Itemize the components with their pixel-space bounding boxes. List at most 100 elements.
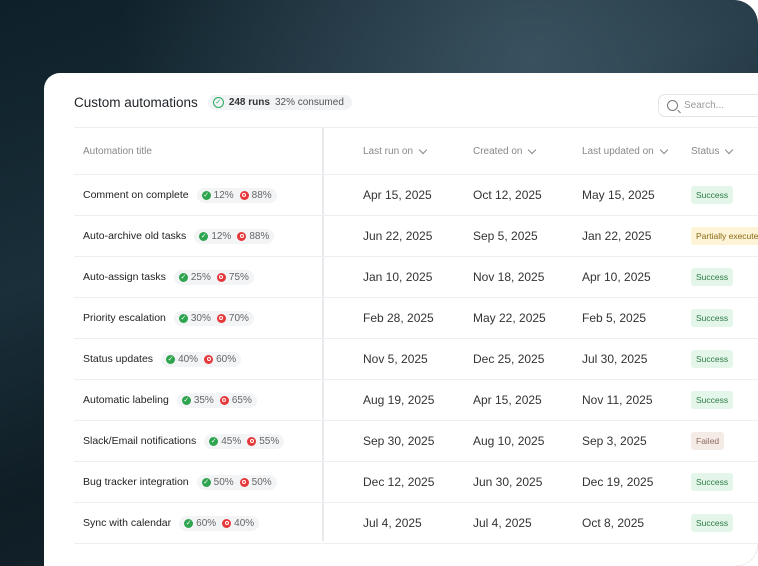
status-badge: Success — [691, 350, 734, 368]
column-header-last-run-label: Last run on — [363, 145, 414, 157]
failure-target-icon — [219, 395, 229, 405]
automation-title-cell: Auto-archive old tasks ✓ 12% 88% — [83, 216, 275, 256]
success-fail-rate: ✓ 25% 75% — [173, 269, 254, 285]
failure-rate: 55% — [259, 435, 280, 447]
created-date: May 22, 2025 — [473, 311, 546, 325]
success-check-icon: ✓ — [181, 395, 191, 405]
failure-rate: 65% — [231, 394, 252, 406]
automation-name: Automatic labeling — [83, 394, 169, 406]
column-header-created[interactable]: Created on — [473, 128, 537, 174]
failure-rate: 75% — [228, 271, 249, 283]
updated-date: Jan 22, 2025 — [582, 229, 652, 243]
column-divider — [322, 127, 324, 541]
table-row[interactable]: Sync with calendar ✓ 60% 40% Jul 4, 2025… — [74, 503, 758, 544]
table-row[interactable]: Bug tracker integration ✓ 50% 50% Dec 12… — [74, 462, 758, 503]
created-date: Sep 5, 2025 — [473, 229, 538, 243]
created-date: Apr 15, 2025 — [473, 393, 542, 407]
failure-rate: 50% — [251, 476, 272, 488]
last-run-date: Jan 10, 2025 — [363, 270, 433, 284]
automation-title-cell: Comment on complete ✓ 12% 88% — [83, 175, 277, 215]
failure-target-icon — [239, 190, 249, 200]
chevron-down-icon — [418, 145, 428, 154]
column-header-updated[interactable]: Last updated on — [582, 128, 668, 174]
updated-date: Dec 19, 2025 — [582, 475, 654, 489]
status-badge: Partially execute — [691, 227, 758, 245]
status-badge: Success — [691, 186, 734, 204]
failure-rate: 70% — [228, 312, 249, 324]
success-rate: 25% — [190, 271, 211, 283]
failure-target-icon — [222, 518, 232, 528]
updated-date: Oct 8, 2025 — [582, 516, 645, 530]
success-fail-rate: ✓ 40% 60% — [161, 351, 242, 367]
last-run-date: Jun 22, 2025 — [363, 229, 433, 243]
status-badge: Success — [691, 473, 734, 491]
created-date: Jul 4, 2025 — [473, 516, 532, 530]
automation-title-cell: Sync with calendar ✓ 60% 40% — [83, 503, 260, 543]
automations-panel: Custom automations ✓ 248 runs 32% consum… — [44, 73, 758, 566]
page-title: Custom automations — [74, 95, 198, 110]
status-badge: Success — [691, 309, 734, 327]
status-badge: Success — [691, 268, 734, 286]
success-fail-rate: ✓ 12% 88% — [196, 187, 277, 203]
success-fail-rate: ✓ 45% 55% — [204, 433, 285, 449]
success-rate: 12% — [211, 230, 232, 242]
runs-count: 248 runs — [228, 97, 270, 108]
column-header-last-run[interactable]: Last run on — [363, 128, 428, 174]
automation-name: Status updates — [83, 353, 154, 365]
search-input[interactable] — [684, 100, 758, 111]
table-row[interactable]: Auto-assign tasks ✓ 25% 75% Jan 10, 2025… — [74, 257, 758, 298]
success-fail-rate: ✓ 35% 65% — [176, 392, 257, 408]
table-row[interactable]: Comment on complete ✓ 12% 88% Apr 15, 20… — [74, 175, 758, 216]
success-rate: 45% — [221, 435, 242, 447]
success-fail-rate: ✓ 12% 88% — [194, 228, 275, 244]
failure-target-icon — [247, 436, 257, 446]
column-header-updated-label: Last updated on — [582, 145, 654, 157]
updated-date: Sep 3, 2025 — [582, 434, 647, 448]
column-header-status[interactable]: Status — [691, 128, 734, 174]
column-header-created-label: Created on — [473, 145, 523, 157]
updated-date: Apr 10, 2025 — [582, 270, 651, 284]
automation-name: Priority escalation — [83, 312, 166, 324]
column-header-title[interactable]: Automation title — [83, 128, 152, 174]
automation-name: Auto-assign tasks — [83, 271, 166, 283]
failure-rate: 60% — [216, 353, 237, 365]
last-run-date: Dec 12, 2025 — [363, 475, 435, 489]
success-check-icon: ✓ — [166, 354, 176, 364]
created-date: Jun 30, 2025 — [473, 475, 543, 489]
failure-rate: 40% — [234, 517, 255, 529]
table-row[interactable]: Automatic labeling ✓ 35% 65% Aug 19, 202… — [74, 380, 758, 421]
failure-target-icon — [237, 231, 247, 241]
chevron-down-icon — [528, 145, 537, 154]
updated-date: Feb 5, 2025 — [582, 311, 647, 325]
table-row[interactable]: Status updates ✓ 40% 60% Nov 5, 2025 Dec… — [74, 339, 758, 380]
table-row[interactable]: Auto-archive old tasks ✓ 12% 88% Jun 22,… — [74, 216, 758, 257]
success-check-icon: ✓ — [201, 477, 211, 487]
automation-title-cell: Slack/Email notifications ✓ 45% 55% — [83, 421, 285, 461]
success-rate: 30% — [190, 312, 211, 324]
status-badge: Success — [691, 514, 734, 532]
chevron-down-icon — [659, 145, 668, 154]
table-row[interactable]: Slack/Email notifications ✓ 45% 55% Sep … — [74, 421, 758, 462]
runs-summary-badge: ✓ 248 runs 32% consumed — [207, 95, 352, 110]
last-run-date: Sep 30, 2025 — [363, 434, 435, 448]
created-date: Dec 25, 2025 — [473, 352, 545, 366]
updated-date: Jul 30, 2025 — [582, 352, 648, 366]
success-fail-rate: ✓ 60% 40% — [179, 515, 260, 531]
success-check-icon: ✓ — [201, 190, 211, 200]
last-run-date: Nov 5, 2025 — [363, 352, 428, 366]
success-rate: 35% — [193, 394, 214, 406]
updated-date: May 15, 2025 — [582, 188, 655, 202]
created-date: Oct 12, 2025 — [473, 188, 542, 202]
table-header-row: Automation title Last run on Created on … — [74, 127, 758, 175]
search-box[interactable] — [658, 94, 758, 117]
automation-title-cell: Automatic labeling ✓ 35% 65% — [83, 380, 257, 420]
success-check-icon: ✓ — [178, 313, 188, 323]
success-check-icon: ✓ — [209, 436, 219, 446]
panel-header: Custom automations ✓ 248 runs 32% consum… — [74, 95, 352, 110]
failure-rate: 88% — [251, 189, 272, 201]
status-badge: Success — [691, 391, 734, 409]
table-row[interactable]: Priority escalation ✓ 30% 70% Feb 28, 20… — [74, 298, 758, 339]
failure-target-icon — [204, 354, 214, 364]
success-fail-rate: ✓ 30% 70% — [173, 310, 254, 326]
